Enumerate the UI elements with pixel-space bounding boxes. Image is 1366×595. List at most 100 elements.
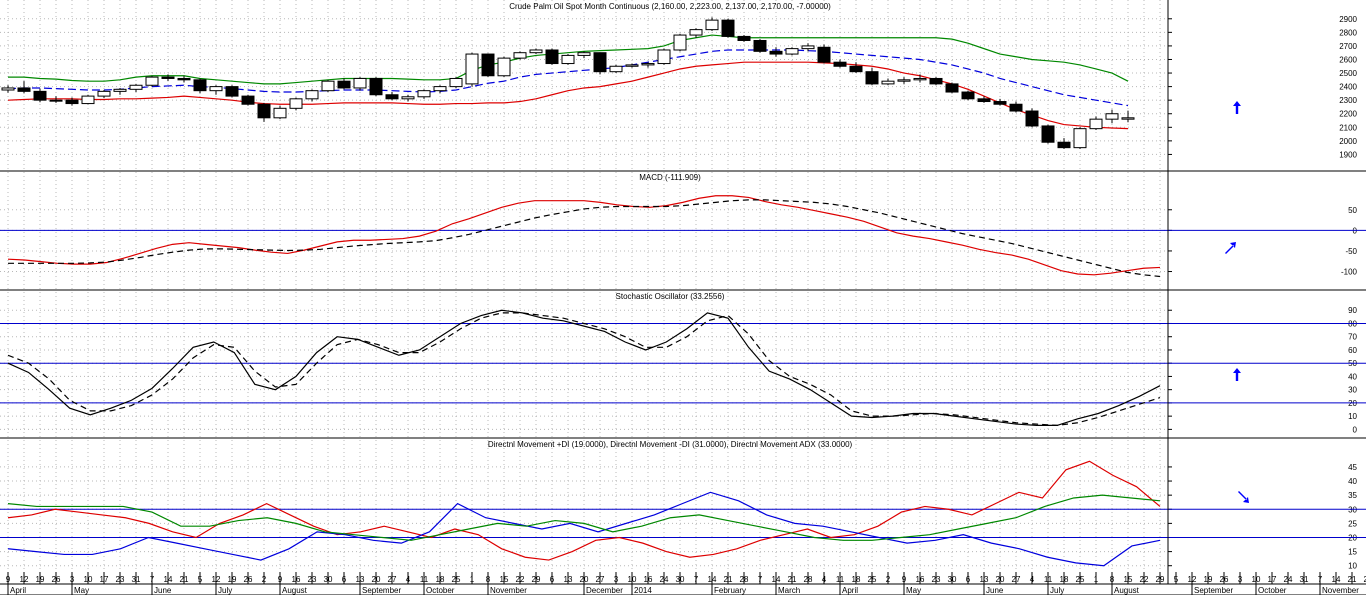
y-tick-label: 50 [1348, 206, 1357, 215]
series-line-black-dashed [8, 199, 1161, 278]
x-tick-label: 27 [1012, 575, 1021, 584]
x-tick-label: 22 [516, 575, 525, 584]
panel-title: MACD (-111.909) [639, 173, 701, 182]
month-label: December [586, 586, 623, 595]
x-tick-label: 2 [262, 575, 267, 584]
x-tick-label: 28 [804, 575, 813, 584]
x-tick-label: 19 [36, 575, 45, 584]
panel-1: 1900 2000 2100 2200 2300 2400 2500 2600 2700 2800… [0, 2, 1366, 172]
x-tick-label: 6 [550, 575, 555, 584]
candle-up [625, 64, 639, 67]
x-tick-label: 3 [70, 575, 75, 584]
x-tick-label: 4 [406, 575, 411, 584]
x-tick-label: 13 [564, 575, 573, 584]
candle-down [65, 99, 79, 105]
month-label: August [282, 586, 308, 595]
x-tick-label: 16 [916, 575, 925, 584]
candle-down [17, 87, 31, 92]
x-tick-label: 6 [342, 575, 347, 584]
x-tick-label: 17 [1268, 575, 1277, 584]
candle-down [1009, 103, 1023, 112]
candle-down [1025, 110, 1039, 127]
x-tick-label: 10 [1252, 575, 1261, 584]
candle-down [241, 95, 255, 105]
signal-arrow-up [1233, 368, 1241, 381]
y-tick-label: 10 [1348, 412, 1357, 421]
y-tick-label: 40 [1348, 372, 1357, 381]
y-tick-label: 2600 [1339, 55, 1357, 64]
x-tick-label: 21 [788, 575, 797, 584]
candle-up [417, 90, 431, 98]
candle-up [289, 98, 303, 109]
x-tick-label: 31 [132, 575, 141, 584]
x-tick-label: 21 [724, 575, 733, 584]
vertical-gridlines [7, 0, 1161, 584]
candle-down [193, 79, 207, 92]
candle-up [801, 45, 815, 50]
y-tick-label: 70 [1348, 333, 1357, 342]
x-tick-label: 26 [1220, 575, 1229, 584]
x-tick-label: 9 [902, 575, 907, 584]
x-tick-label: 28 [1364, 575, 1366, 584]
x-tick-label: 27 [596, 575, 605, 584]
month-label: November [1322, 586, 1359, 595]
x-tick-label: 4 [1030, 575, 1035, 584]
month-label: September [1194, 586, 1233, 595]
series-line-black [7, 309, 1161, 427]
candle-down [945, 83, 959, 93]
candle-up [897, 79, 911, 82]
candle-down [257, 103, 271, 119]
candle-down [865, 71, 879, 85]
x-tick-label: 29 [1156, 575, 1165, 584]
x-tick-label: 5 [198, 575, 203, 584]
candle-down [1041, 125, 1055, 143]
candle-up [305, 90, 319, 100]
x-tick-label: 18 [1060, 575, 1069, 584]
x-tick-label: 1 [470, 575, 475, 584]
x-tick-label: 6 [966, 575, 971, 584]
x-tick-label: 26 [244, 575, 253, 584]
candle-up [1121, 117, 1135, 120]
candle-up [113, 88, 127, 92]
y-tick-label: 10 [1348, 562, 1357, 571]
x-tick-label: 11 [420, 575, 429, 584]
x-tick-label: 21 [180, 575, 189, 584]
candle-down [849, 65, 863, 73]
candle-down [161, 76, 175, 79]
x-tick-label: 7 [150, 575, 155, 584]
x-tick-label: 7 [1318, 575, 1323, 584]
series-line-red [7, 460, 1161, 561]
y-tick-label: 2000 [1339, 137, 1357, 146]
candle-up [705, 19, 719, 31]
x-tick-label: 14 [1332, 575, 1341, 584]
panel-title: Directnl Movement +DI (19.0000), Directn… [488, 440, 853, 449]
y-tick-label: 40 [1348, 477, 1357, 486]
candle-up [97, 90, 111, 97]
candle-up [881, 80, 895, 85]
candle-up [433, 86, 447, 92]
candle-down [33, 90, 47, 101]
y-tick-label: 2900 [1339, 15, 1357, 24]
candle-up [641, 63, 655, 66]
x-tick-label: 30 [948, 575, 957, 584]
x-tick-label: 10 [84, 575, 93, 584]
x-tick-label: 16 [644, 575, 653, 584]
y-tick-label: 0 [1353, 425, 1358, 434]
y-tick-label: 45 [1348, 463, 1357, 472]
x-tick-label: 4 [822, 575, 827, 584]
candle-down [385, 94, 399, 100]
y-tick-label: 2400 [1339, 83, 1357, 92]
x-tick-label: 17 [100, 575, 109, 584]
month-label: April [842, 586, 858, 595]
x-tick-label: 22 [1140, 575, 1149, 584]
candle-down [593, 52, 607, 73]
x-tick-label: 15 [1124, 575, 1133, 584]
x-tick-label: 18 [852, 575, 861, 584]
signal-arrow-up [1233, 101, 1241, 114]
candle-up [449, 77, 463, 88]
x-tick-label: 29 [532, 575, 541, 584]
series-line-black-dashed [7, 312, 1161, 427]
x-tick-label: 24 [660, 575, 669, 584]
